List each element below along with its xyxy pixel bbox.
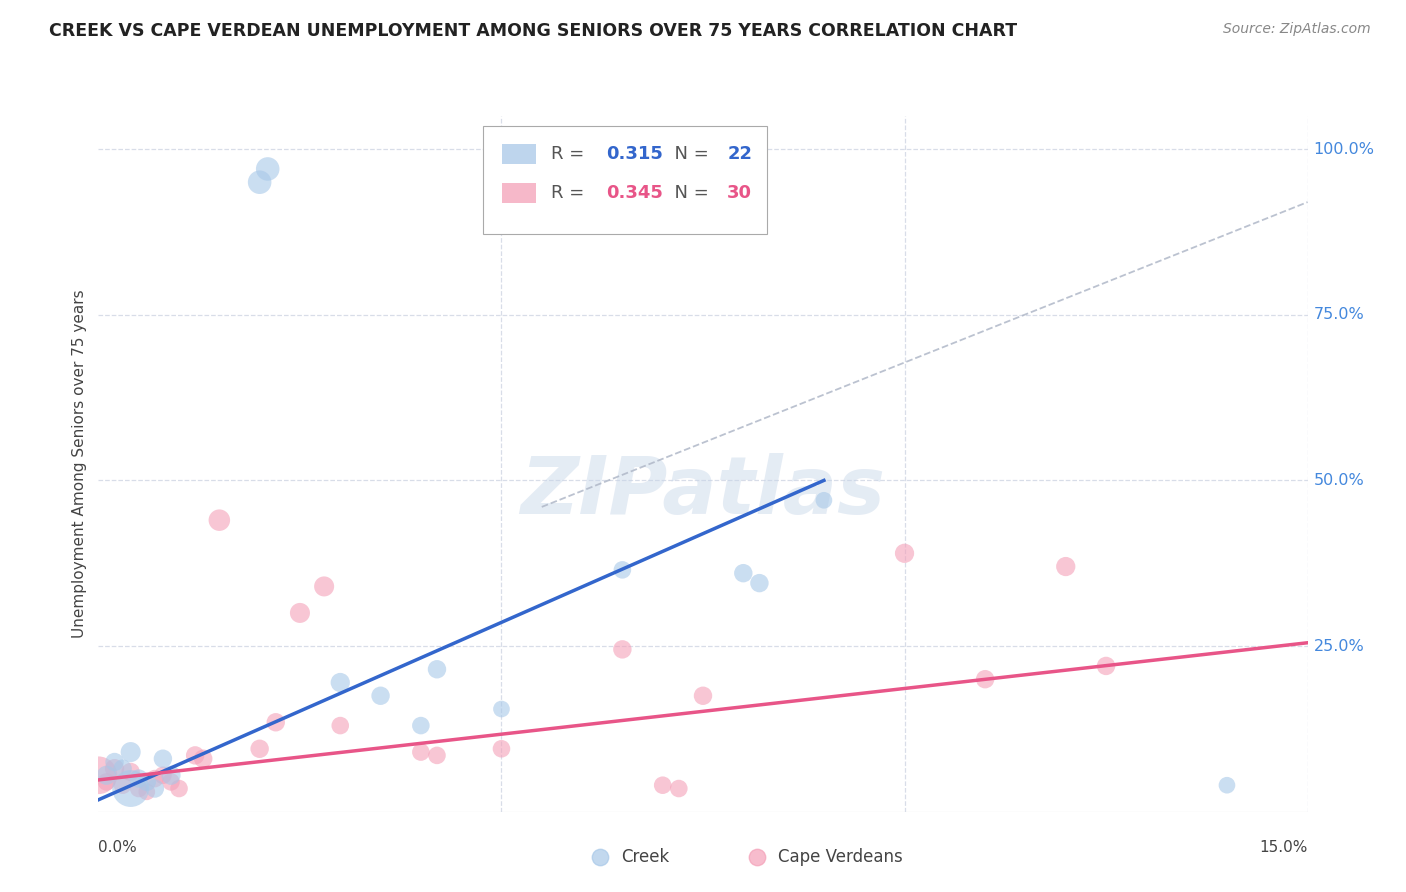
Point (314, 579, 336, 593)
Point (143, 772, 166, 786)
Text: ZIPatlas: ZIPatlas (520, 452, 886, 531)
Point (87, 768, 110, 782)
Point (120, 781, 142, 796)
Point (264, 715, 287, 730)
Text: 0.0%: 0.0% (98, 839, 138, 855)
Point (96, 775, 118, 789)
Point (160, 775, 183, 789)
Text: CREEK VS CAPE VERDEAN UNEMPLOYMENT AMONG SENIORS OVER 75 YEARS CORRELATION CHART: CREEK VS CAPE VERDEAN UNEMPLOYMENT AMONG… (49, 22, 1018, 40)
Text: 25.0%: 25.0% (1313, 639, 1364, 654)
Text: 75.0%: 75.0% (1313, 307, 1364, 322)
FancyBboxPatch shape (482, 127, 768, 235)
Point (651, 778, 673, 792)
Text: Source: ZipAtlas.com: Source: ZipAtlas.com (1223, 22, 1371, 37)
Point (491, 741, 513, 756)
Point (120, 745, 142, 759)
Point (692, 689, 714, 703)
Point (103, 755, 125, 769)
Point (152, 752, 174, 766)
Point (733, 566, 755, 581)
Text: 22: 22 (727, 145, 752, 163)
Point (974, 672, 997, 686)
Point (748, 576, 770, 591)
Point (111, 762, 134, 776)
Point (409, 745, 432, 759)
Point (135, 775, 157, 789)
Point (491, 702, 513, 716)
Point (329, 675, 352, 690)
Point (1095, 659, 1118, 673)
Point (249, 175, 271, 189)
Point (612, 642, 634, 657)
Point (160, 768, 183, 782)
Point (103, 762, 125, 776)
Point (152, 768, 174, 782)
Text: Creek: Creek (621, 848, 669, 866)
Text: 100.0%: 100.0% (1313, 142, 1375, 157)
Point (668, 781, 690, 796)
Text: 30: 30 (727, 184, 752, 202)
Y-axis label: Unemployment Among Seniors over 75 years: Unemployment Among Seniors over 75 years (72, 290, 87, 638)
Point (96, 768, 118, 782)
Point (370, 689, 392, 703)
Point (329, 718, 352, 732)
Text: 15.0%: 15.0% (1260, 839, 1308, 855)
Text: 0.315: 0.315 (606, 145, 664, 163)
Text: N =: N = (664, 145, 714, 163)
Point (288, 606, 311, 620)
Point (1216, 778, 1239, 792)
Text: R =: R = (551, 145, 589, 163)
Text: 0.345: 0.345 (606, 184, 664, 202)
Point (893, 546, 915, 560)
Point (426, 662, 449, 676)
Bar (502, 145, 536, 164)
Point (120, 764, 142, 779)
Point (184, 748, 207, 763)
Point (128, 781, 150, 796)
Text: 50.0%: 50.0% (1313, 473, 1364, 488)
Text: Cape Verdeans: Cape Verdeans (778, 848, 903, 866)
Point (249, 741, 271, 756)
Point (128, 772, 150, 786)
Point (813, 493, 835, 508)
Text: R =: R = (551, 184, 589, 202)
Point (612, 563, 634, 577)
Point (193, 752, 215, 766)
Point (143, 781, 166, 796)
Point (409, 718, 432, 732)
Point (135, 785, 157, 799)
Point (111, 778, 134, 792)
Bar (502, 184, 536, 203)
Text: N =: N = (664, 184, 714, 202)
Point (167, 781, 190, 796)
Point (426, 748, 449, 763)
Point (1054, 559, 1077, 574)
Point (208, 513, 231, 527)
Point (256, 161, 278, 176)
